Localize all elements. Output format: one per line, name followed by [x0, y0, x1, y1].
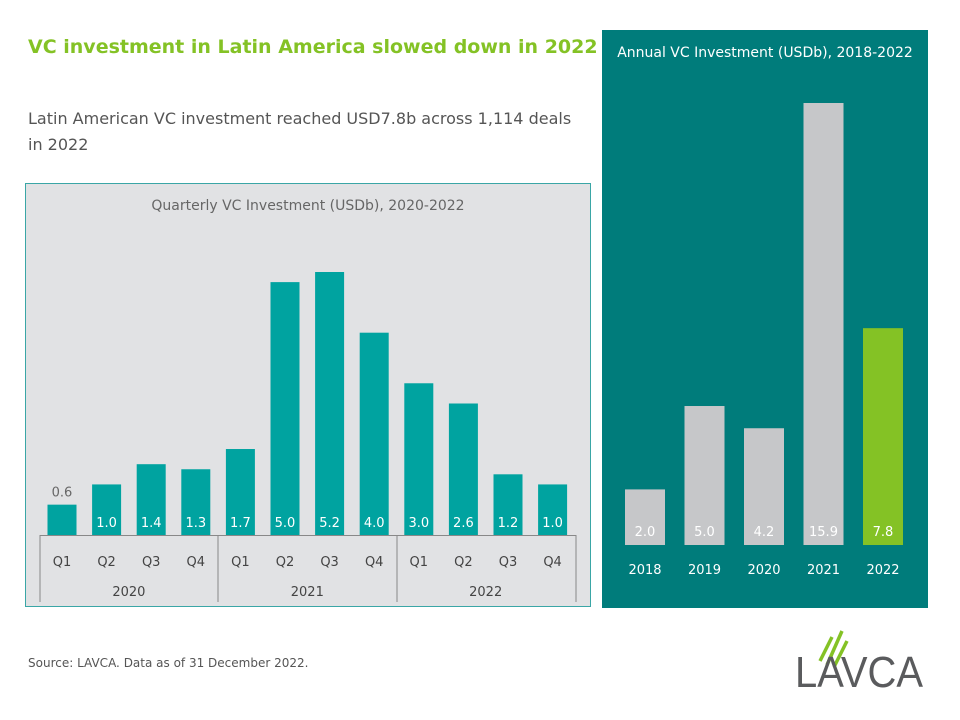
year-group-label: 2020 — [112, 585, 145, 600]
quarterly-chart-title: Quarterly VC Investment (USDb), 2020-202… — [151, 198, 465, 214]
quarterly-data-label: 4.0 — [364, 516, 385, 531]
annual-tick-label: 2022 — [866, 563, 899, 578]
year-group-label: 2021 — [291, 585, 324, 600]
quarter-tick-label: Q4 — [187, 555, 206, 570]
quarter-tick-label: Q3 — [320, 555, 339, 570]
annual-bar — [625, 489, 665, 545]
quarterly-data-label: 5.2 — [319, 516, 340, 531]
quarterly-data-label: 1.2 — [498, 516, 519, 531]
annual-data-label: 15.9 — [809, 525, 838, 540]
subtitle: Latin American VC investment reached USD… — [28, 109, 572, 154]
quarterly-data-label: 1.3 — [185, 516, 206, 531]
quarterly-data-label: 0.6 — [52, 486, 73, 501]
quarterly-data-label: 5.0 — [275, 516, 296, 531]
quarterly-bar — [92, 484, 122, 535]
quarterly-bar — [47, 504, 77, 535]
quarterly-bar — [270, 282, 300, 535]
quarterly-data-label: 3.0 — [408, 516, 429, 531]
quarterly-bar — [136, 464, 166, 535]
quarter-tick-label: Q4 — [543, 555, 562, 570]
annual-data-label: 4.2 — [754, 525, 775, 540]
annual-bar — [684, 406, 725, 545]
annual-data-label: 7.8 — [873, 525, 894, 540]
page-title: VC investment in Latin America slowed do… — [28, 36, 598, 58]
quarter-tick-label: Q2 — [97, 555, 116, 570]
quarter-tick-label: Q3 — [499, 555, 518, 570]
quarterly-bar — [359, 332, 389, 535]
annual-data-label: 5.0 — [694, 525, 715, 540]
quarter-tick-label: Q3 — [142, 555, 161, 570]
svg-text:LAVCA: LAVCA — [795, 648, 924, 695]
quarterly-data-label: 2.6 — [453, 516, 474, 531]
quarter-tick-label: Q2 — [454, 555, 473, 570]
annual-tick-label: 2021 — [807, 563, 840, 578]
quarter-tick-label: Q1 — [410, 555, 429, 570]
quarterly-data-label: 1.0 — [96, 516, 117, 531]
source-note: Source: LAVCA. Data as of 31 December 20… — [28, 656, 309, 670]
annual-chart-title: Annual VC Investment (USDb), 2018-2022 — [617, 45, 913, 61]
annual-tick-label: 2018 — [628, 563, 661, 578]
annual-bar — [863, 328, 903, 545]
quarterly-chart-panel — [25, 183, 591, 607]
quarterly-bar — [493, 474, 523, 535]
quarter-tick-label: Q2 — [276, 555, 295, 570]
quarter-tick-label: Q1 — [53, 555, 72, 570]
quarterly-bar — [181, 469, 211, 535]
quarter-tick-label: Q4 — [365, 555, 384, 570]
annual-bar — [803, 103, 844, 545]
annual-tick-label: 2020 — [747, 563, 780, 578]
quarterly-data-label: 1.4 — [141, 516, 162, 531]
lavca-logo: LAVCA — [795, 630, 924, 695]
quarterly-bar — [315, 272, 345, 535]
quarterly-data-label: 1.0 — [542, 516, 563, 531]
quarter-tick-label: Q1 — [231, 555, 250, 570]
annual-bar — [744, 428, 784, 545]
quarterly-bar — [404, 383, 434, 535]
year-group-label: 2022 — [469, 585, 502, 600]
quarterly-bar — [225, 449, 255, 535]
quarterly-data-label: 1.7 — [230, 516, 251, 531]
annual-tick-label: 2019 — [688, 563, 721, 578]
quarterly-bar — [538, 484, 568, 535]
quarterly-bar — [448, 403, 478, 535]
annual-data-label: 2.0 — [635, 525, 656, 540]
